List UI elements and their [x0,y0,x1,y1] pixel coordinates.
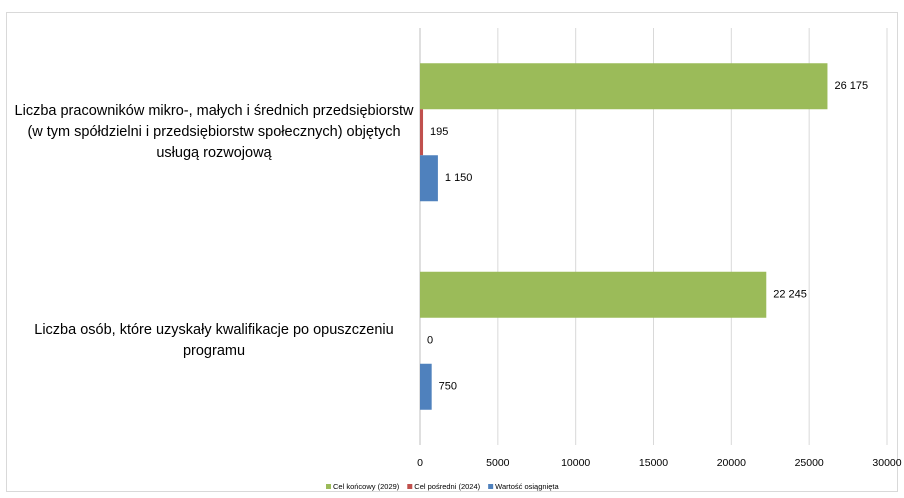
legend-label: Cel końcowy (2029) [333,482,400,491]
x-tick-label: 15000 [639,457,668,469]
x-tick-label: 30000 [872,457,901,469]
value-label: 26 175 [834,80,868,92]
x-tick-label: 5000 [486,457,510,469]
chart-border [6,12,898,492]
bar [420,155,438,202]
value-label: 195 [430,126,448,138]
legend-swatch [326,484,331,489]
bar [420,109,424,156]
category-label: Liczba pracowników mikro-, małych i śred… [14,102,414,161]
category-label: Liczba osób, które uzyskały kwalifikacje… [34,321,394,359]
x-tick-label: 10000 [561,457,590,469]
legend-swatch [407,484,413,489]
bar [420,363,432,410]
value-label: 0 [427,335,433,347]
legend-label: Cel pośredni (2024) [414,482,480,491]
value-label: 1 150 [445,172,473,184]
value-label: 750 [439,381,457,393]
value-label: 22 245 [773,289,807,301]
legend-label: Wartość osiągnięta [495,482,559,491]
x-tick-label: 0 [417,457,423,469]
x-tick-label: 20000 [717,457,746,469]
x-tick-label: 25000 [795,457,824,469]
legend-swatch [488,484,494,489]
bar [420,271,767,318]
bar [420,63,828,110]
